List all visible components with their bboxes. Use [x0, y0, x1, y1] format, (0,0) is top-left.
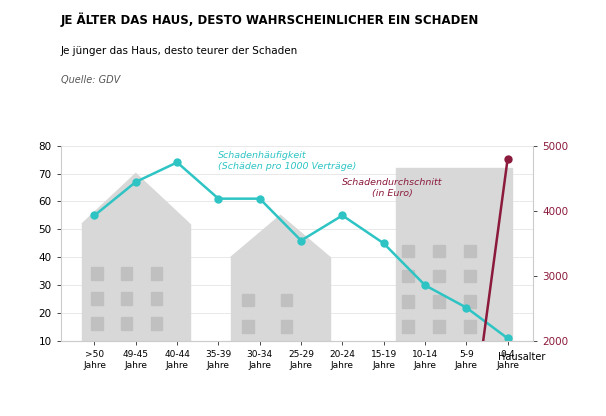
Text: Hausalter: Hausalter — [498, 352, 545, 362]
Bar — [402, 270, 414, 282]
Bar — [402, 245, 414, 258]
Polygon shape — [231, 215, 330, 258]
Bar — [121, 292, 133, 305]
Bar — [151, 267, 162, 280]
Bar — [231, 258, 330, 341]
Bar — [433, 270, 445, 282]
Bar — [433, 295, 445, 307]
Bar — [402, 295, 414, 307]
Bar — [396, 168, 512, 341]
Bar — [121, 317, 133, 330]
Bar — [433, 245, 445, 258]
Text: Quelle: GDV: Quelle: GDV — [61, 75, 120, 85]
Bar — [242, 320, 254, 333]
Bar — [82, 224, 190, 341]
Bar — [281, 294, 293, 306]
Text: Schadendurchschnitt
(in Euro): Schadendurchschnitt (in Euro) — [342, 178, 442, 198]
Bar — [402, 320, 414, 333]
Bar — [464, 295, 476, 307]
Bar — [121, 267, 133, 280]
Text: Schadenhäufigkeit
(Schäden pro 1000 Verträge): Schadenhäufigkeit (Schäden pro 1000 Vert… — [218, 151, 357, 171]
Bar — [464, 245, 476, 258]
Bar — [91, 267, 103, 280]
Text: Je jünger das Haus, desto teurer der Schaden: Je jünger das Haus, desto teurer der Sch… — [61, 46, 298, 56]
Bar — [91, 292, 103, 305]
Bar — [242, 294, 254, 306]
Bar — [151, 317, 162, 330]
Bar — [281, 320, 293, 333]
Bar — [464, 320, 476, 333]
Bar — [151, 292, 162, 305]
Bar — [464, 270, 476, 282]
Bar — [91, 317, 103, 330]
Bar — [433, 320, 445, 333]
Polygon shape — [82, 173, 190, 224]
Text: JE ÄLTER DAS HAUS, DESTO WAHRSCHEINLICHER EIN SCHADEN: JE ÄLTER DAS HAUS, DESTO WAHRSCHEINLICHE… — [61, 12, 479, 27]
